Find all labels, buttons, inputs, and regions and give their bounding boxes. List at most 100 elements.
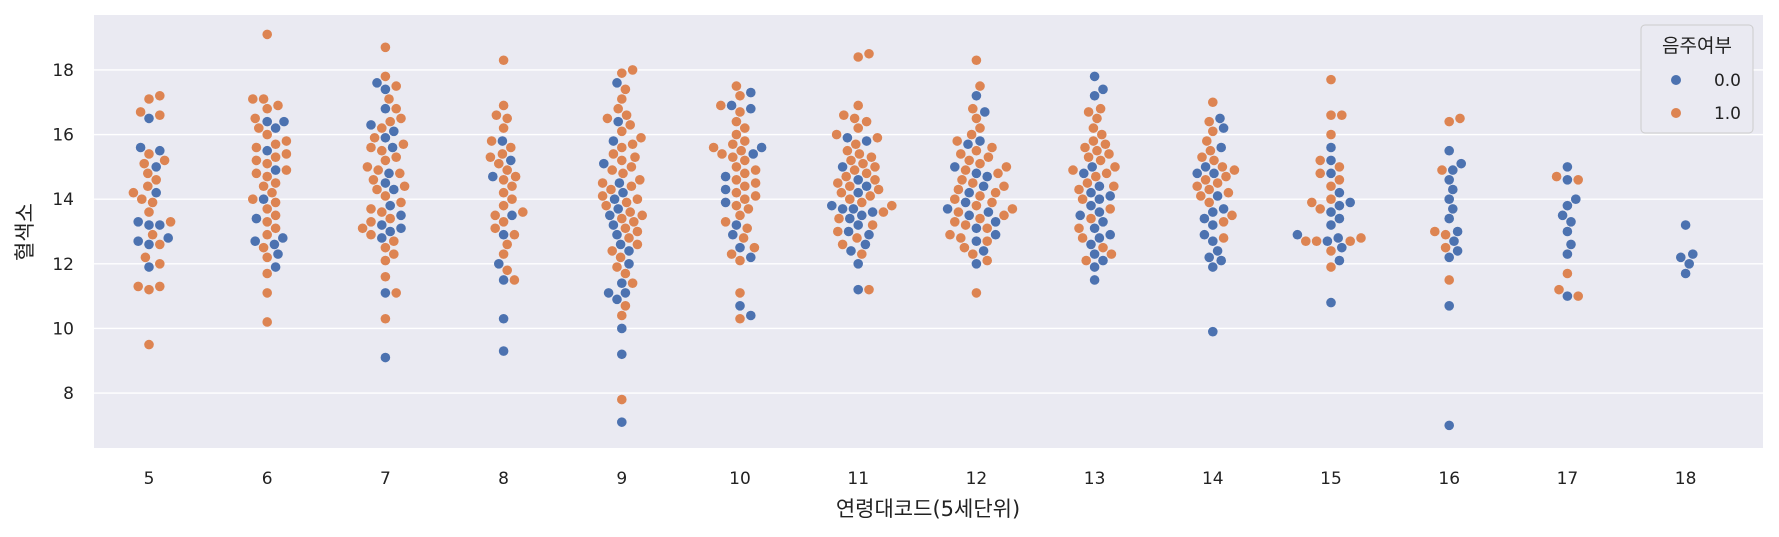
data-point-series-1.0 xyxy=(1208,126,1218,137)
data-point-series-1.0 xyxy=(1430,226,1440,237)
data-point-series-1.0 xyxy=(960,165,971,175)
data-point-series-0.0 xyxy=(612,78,622,88)
data-point-series-1.0 xyxy=(143,168,153,179)
data-point-series-1.0 xyxy=(731,162,742,172)
data-point-series-1.0 xyxy=(498,249,509,259)
data-point-series-1.0 xyxy=(362,162,373,172)
data-point-series-1.0 xyxy=(143,181,153,192)
data-point-series-1.0 xyxy=(627,139,638,150)
data-point-series-1.0 xyxy=(971,200,982,211)
data-point-series-1.0 xyxy=(1307,197,1317,208)
data-point-series-1.0 xyxy=(490,210,501,221)
data-point-series-0.0 xyxy=(1094,181,1105,192)
data-point-series-1.0 xyxy=(1080,142,1090,153)
data-point-series-0.0 xyxy=(731,220,742,230)
data-point-series-1.0 xyxy=(372,184,382,195)
data-point-series-1.0 xyxy=(262,29,273,40)
data-point-series-0.0 xyxy=(273,249,283,259)
data-point-series-1.0 xyxy=(740,181,750,192)
data-point-series-0.0 xyxy=(720,197,731,208)
data-point-series-0.0 xyxy=(1334,187,1345,198)
data-point-series-1.0 xyxy=(861,168,872,179)
data-point-series-1.0 xyxy=(971,55,982,66)
data-point-series-1.0 xyxy=(750,191,761,201)
data-point-series-1.0 xyxy=(270,178,281,188)
data-point-series-0.0 xyxy=(1566,239,1576,250)
data-point-series-1.0 xyxy=(262,171,273,182)
data-point-series-0.0 xyxy=(1334,255,1345,266)
data-point-series-1.0 xyxy=(740,155,750,166)
data-point-series-1.0 xyxy=(1192,181,1202,192)
data-point-series-0.0 xyxy=(1105,191,1115,201)
data-point-series-1.0 xyxy=(975,213,985,224)
data-point-series-0.0 xyxy=(507,210,517,221)
data-point-series-1.0 xyxy=(861,116,872,127)
legend-entry-0: 0.0 xyxy=(1714,71,1741,91)
data-point-series-1.0 xyxy=(262,217,273,227)
data-point-series-1.0 xyxy=(853,52,863,62)
data-point-series-1.0 xyxy=(155,90,165,101)
data-point-series-1.0 xyxy=(144,207,154,217)
data-point-series-1.0 xyxy=(144,339,154,350)
data-point-series-1.0 xyxy=(735,288,745,298)
data-point-series-0.0 xyxy=(853,259,863,269)
data-point-series-0.0 xyxy=(380,352,391,363)
data-point-series-1.0 xyxy=(632,194,643,204)
data-point-series-1.0 xyxy=(1088,136,1099,146)
data-point-series-1.0 xyxy=(380,271,391,282)
data-point-series-0.0 xyxy=(1444,213,1454,224)
data-point-series-1.0 xyxy=(637,210,647,221)
data-point-series-0.0 xyxy=(720,171,731,182)
data-point-series-1.0 xyxy=(1326,74,1336,85)
data-point-series-1.0 xyxy=(1092,113,1102,124)
data-point-series-1.0 xyxy=(1326,110,1336,120)
data-point-series-1.0 xyxy=(165,217,176,227)
data-point-series-0.0 xyxy=(151,187,161,198)
data-point-series-1.0 xyxy=(839,110,849,120)
data-point-series-1.0 xyxy=(1315,204,1325,214)
data-point-series-1.0 xyxy=(620,223,631,234)
data-point-series-1.0 xyxy=(498,187,509,198)
legend-entry-1: 1.0 xyxy=(1714,104,1741,124)
data-point-series-0.0 xyxy=(494,259,504,269)
data-point-series-1.0 xyxy=(971,288,982,298)
data-point-series-1.0 xyxy=(625,207,635,217)
data-point-series-1.0 xyxy=(617,155,627,166)
data-point-series-1.0 xyxy=(510,171,521,182)
data-point-series-1.0 xyxy=(270,197,281,208)
data-point-series-0.0 xyxy=(1218,204,1229,214)
data-point-series-1.0 xyxy=(990,187,1001,198)
data-point-series-1.0 xyxy=(982,223,992,234)
data-point-series-1.0 xyxy=(396,197,406,208)
x-tick-label: 5 xyxy=(144,469,155,489)
data-point-series-1.0 xyxy=(1092,145,1102,156)
data-point-series-1.0 xyxy=(357,223,368,234)
data-point-series-0.0 xyxy=(1086,200,1096,211)
data-point-series-0.0 xyxy=(746,252,756,263)
data-point-series-1.0 xyxy=(864,284,874,295)
data-point-series-0.0 xyxy=(488,171,498,182)
data-point-series-1.0 xyxy=(253,123,264,133)
data-point-series-1.0 xyxy=(736,145,746,156)
data-point-series-1.0 xyxy=(248,194,258,204)
data-point-series-1.0 xyxy=(155,110,165,120)
data-point-series-1.0 xyxy=(597,191,608,201)
data-point-series-0.0 xyxy=(983,207,994,217)
data-point-series-1.0 xyxy=(968,103,978,114)
data-point-series-0.0 xyxy=(270,262,281,272)
data-point-series-0.0 xyxy=(1571,194,1581,204)
data-point-series-0.0 xyxy=(748,149,758,159)
data-point-series-1.0 xyxy=(851,139,861,150)
data-point-series-0.0 xyxy=(1680,220,1691,230)
data-point-series-1.0 xyxy=(1301,236,1311,246)
x-tick-label: 15 xyxy=(1320,469,1342,489)
data-point-series-0.0 xyxy=(1208,207,1218,217)
data-point-series-0.0 xyxy=(837,162,848,172)
y-tick-label: 14 xyxy=(52,190,74,210)
data-point-series-1.0 xyxy=(385,213,396,224)
data-point-series-1.0 xyxy=(857,249,867,259)
data-point-series-0.0 xyxy=(506,155,516,166)
data-point-series-0.0 xyxy=(144,239,154,250)
data-point-series-0.0 xyxy=(1089,262,1100,272)
data-point-series-1.0 xyxy=(144,149,154,159)
